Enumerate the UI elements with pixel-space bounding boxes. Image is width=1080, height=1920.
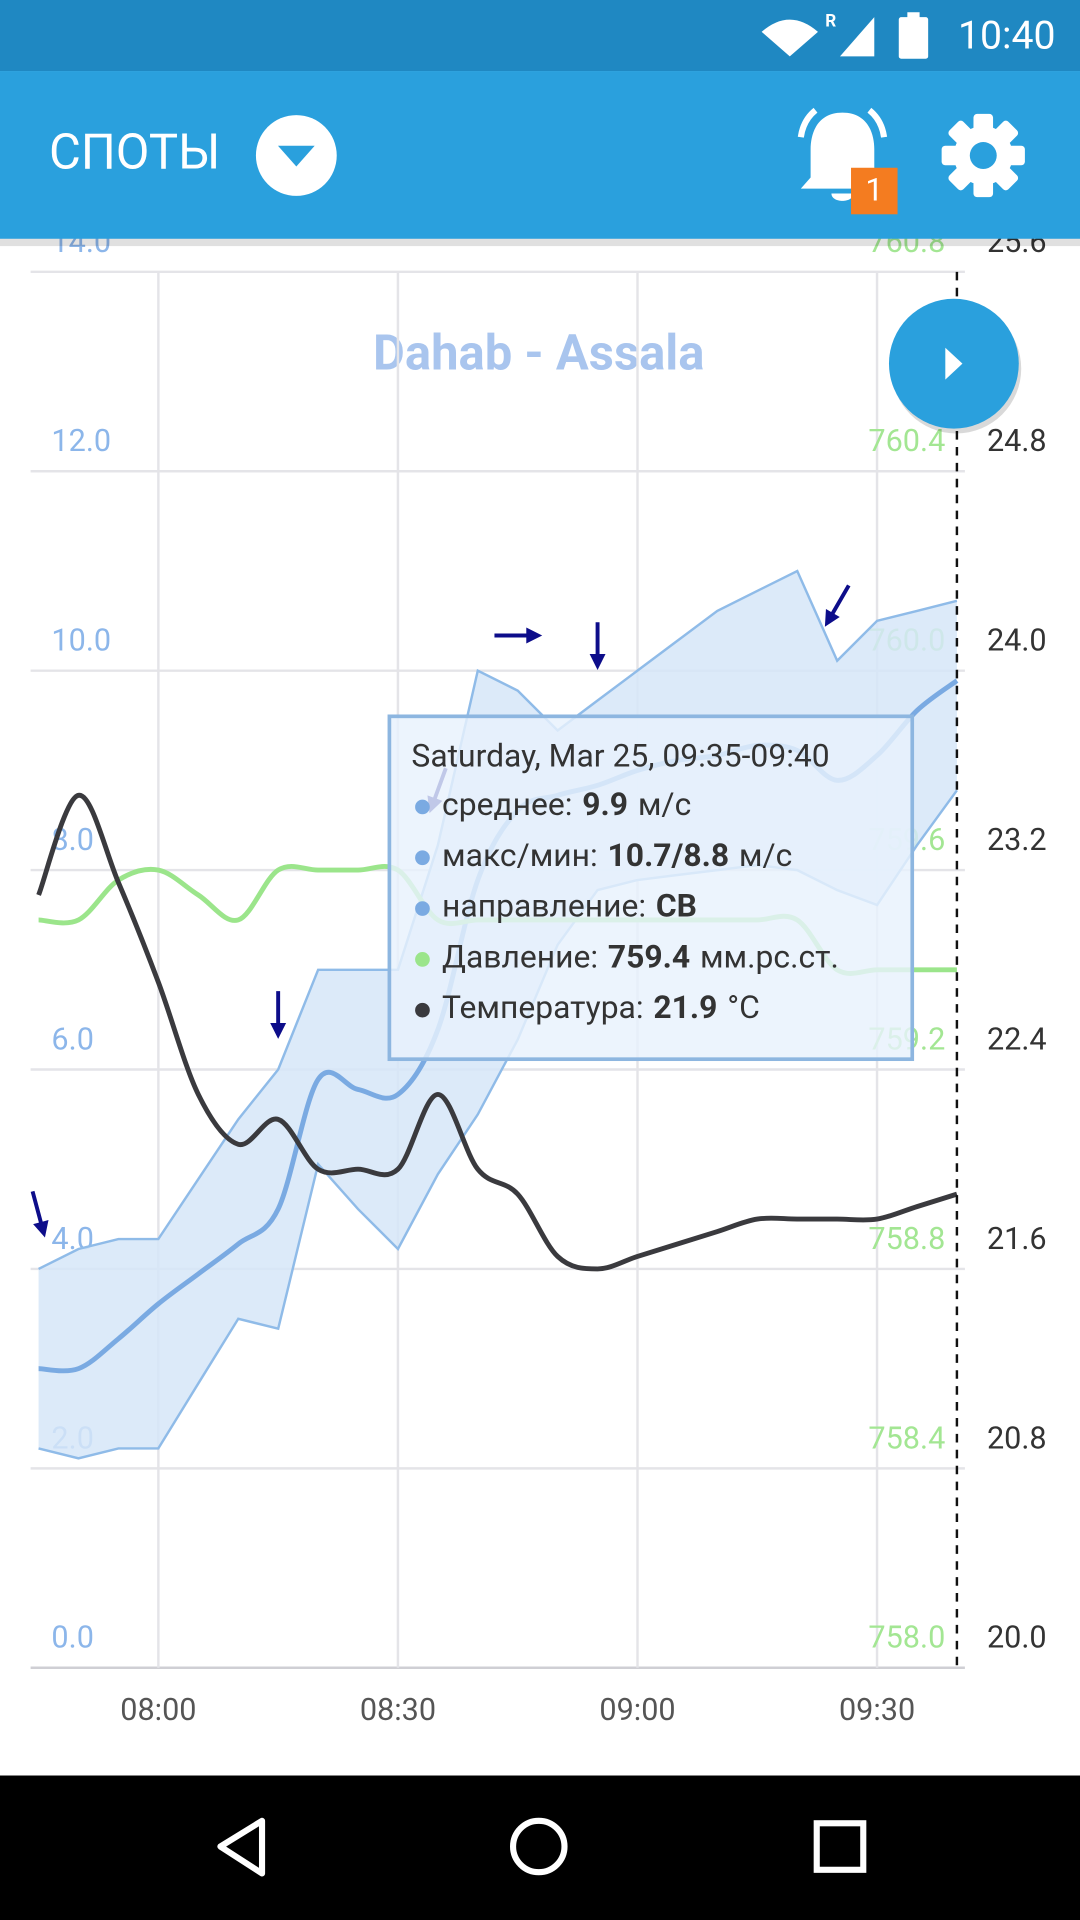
y2-tick-label: 758.8 — [868, 1222, 945, 1257]
badge-count: 1 — [865, 171, 883, 209]
notifications-button[interactable]: 1 — [797, 107, 898, 215]
next-button[interactable] — [888, 298, 1022, 434]
tooltip-bullet — [415, 901, 430, 916]
tooltip-value: 21.9 — [653, 989, 717, 1027]
tooltip-row: макс/мин: 10.7/8.8 м/с — [442, 836, 792, 874]
y-tick-label: 0.0 — [51, 1621, 93, 1656]
fab-icon — [945, 347, 963, 380]
wind-max-line — [38, 569, 958, 1271]
tooltip-unit: °C — [727, 989, 760, 1027]
bell-rings — [797, 107, 888, 138]
dropdown-button[interactable] — [255, 115, 337, 196]
tooltip-label: Температура: — [442, 989, 644, 1027]
tooltip-bullet — [415, 850, 430, 866]
x-tick-label: 08:30 — [360, 1693, 436, 1728]
tooltip-label: среднее: — [442, 785, 572, 823]
tooltip-value: 10.7/8.8 — [608, 836, 730, 874]
tooltip-unit: м/с — [638, 785, 691, 823]
direction-arrow — [494, 627, 543, 644]
y3-tick-label: 22.4 — [987, 1022, 1047, 1057]
badge — [851, 167, 898, 215]
tooltip-row: среднее: 9.9 м/с — [442, 785, 691, 823]
wifi-icon — [761, 19, 818, 57]
tooltip-bullet — [415, 952, 430, 967]
battery-tip — [907, 12, 920, 19]
y3-tick-label: 20.0 — [987, 1621, 1047, 1656]
settings-button[interactable] — [941, 113, 1025, 198]
tooltip-value: СВ — [656, 887, 697, 925]
tooltip-bullet — [415, 799, 430, 815]
y3-tick-label: 24.8 — [987, 424, 1047, 459]
tooltip-header: Saturday, Mar 25, 09:35-09:40 — [411, 736, 829, 774]
x-tick-label: 08:00 — [120, 1693, 196, 1728]
tooltip-value: 9.9 — [582, 785, 628, 823]
tooltip: Saturday, Mar 25, 09:35-09:40 среднее: 9.… — [387, 714, 915, 1062]
direction-arrow — [824, 584, 851, 627]
nav-bar — [0, 1775, 1080, 1920]
tooltip-bullet — [415, 1002, 430, 1018]
gear-hole — [969, 142, 997, 169]
x-tick-label: 09:30 — [839, 1693, 915, 1728]
recents-button[interactable] — [813, 1820, 867, 1873]
clock: 10:40 — [958, 12, 1056, 58]
battery-icon — [898, 17, 929, 59]
tooltip-label: Давление: — [442, 938, 598, 976]
y-tick-label: 10.0 — [51, 624, 111, 659]
series-line — [36, 792, 958, 1272]
chart-title: Dahab - Assala — [373, 324, 704, 381]
tooltip-label: направление: — [442, 887, 646, 925]
tooltip-unit: м/с — [739, 836, 792, 874]
roaming-indicator: R — [825, 12, 836, 32]
x-tick-label: 09:00 — [599, 1693, 675, 1728]
tooltip-row: направление: СВ — [442, 887, 697, 925]
y3-tick-label: 21.6 — [987, 1222, 1047, 1257]
app-bar — [0, 71, 1080, 239]
y3-tick-label: 23.2 — [987, 823, 1047, 858]
tooltip-row: Температура: 21.9 °C — [442, 989, 760, 1027]
tooltip-row: Давление: 759.4 мм.рс.ст. — [442, 938, 839, 976]
y-tick-label: 6.0 — [51, 1022, 93, 1057]
direction-arrow — [589, 622, 606, 670]
tooltip-box — [387, 714, 915, 1062]
direction-arrow — [30, 1190, 49, 1238]
dropdown-caret — [277, 145, 315, 167]
y3-tick-label: 20.8 — [987, 1421, 1047, 1456]
app-title[interactable]: СПОТЫ — [49, 123, 220, 180]
y2-tick-label: 758.0 — [868, 1621, 945, 1656]
tooltip-unit: мм.рс.ст. — [700, 938, 839, 976]
y2-tick-label: 760.4 — [868, 424, 945, 459]
home-button[interactable] — [510, 1817, 568, 1876]
back-button[interactable] — [217, 1817, 266, 1877]
y2-tick-label: 758.4 — [868, 1421, 945, 1456]
y3-tick-label: 24.0 — [987, 624, 1047, 659]
direction-arrow — [270, 991, 287, 1039]
app-bar-shadow — [0, 238, 1080, 247]
y-tick-label: 12.0 — [51, 424, 111, 459]
tooltip-value: 759.4 — [608, 938, 690, 976]
tooltip-label: макс/мин: — [442, 836, 598, 874]
